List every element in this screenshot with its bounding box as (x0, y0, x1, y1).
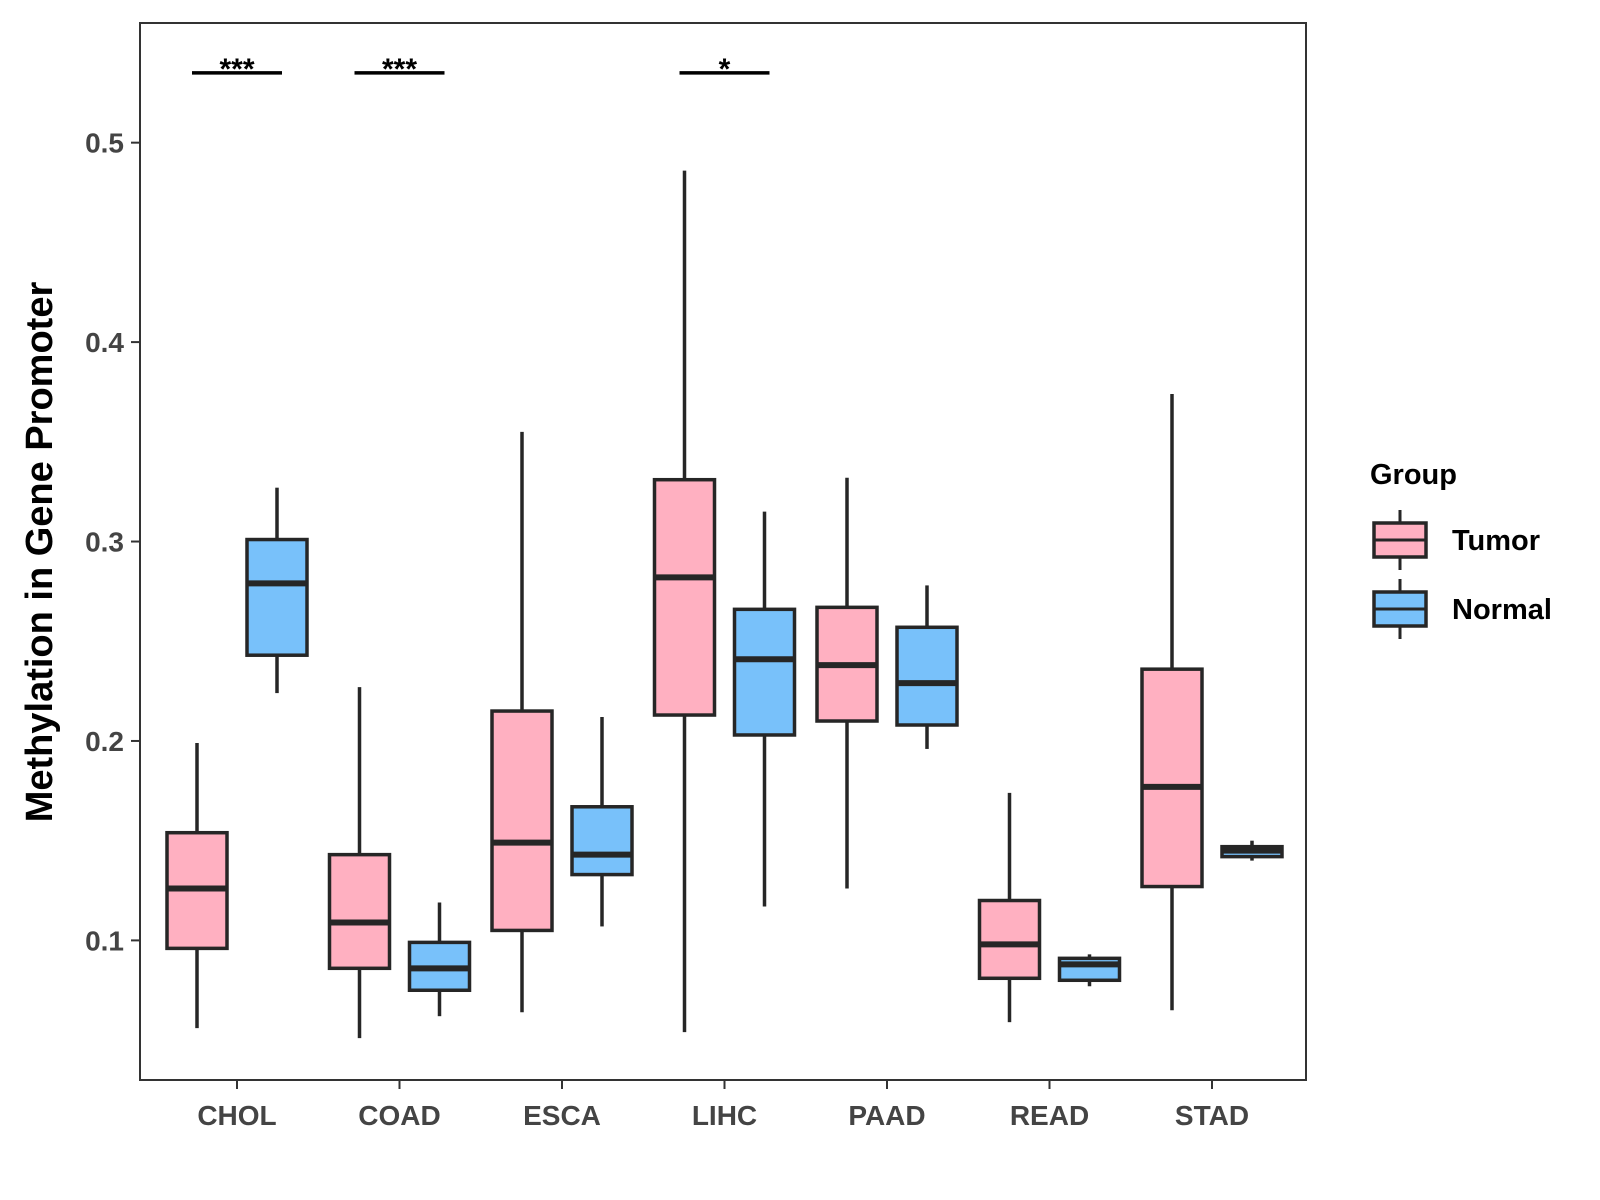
y-axis: 0.1 0.2 0.3 0.4 0.5 (85, 128, 140, 956)
box-tumor-paad (815, 477, 879, 889)
box-body (490, 709, 554, 933)
y-tick-label: 0.2 (85, 726, 124, 757)
x-tick-label: PAAD (848, 1100, 925, 1131)
legend-key-normal (1372, 579, 1428, 639)
box-normal-stad (1220, 840, 1284, 861)
legend-title: Group (1370, 459, 1457, 491)
box-tumor-esca (490, 431, 554, 1013)
x-tick-label: STAD (1175, 1100, 1249, 1131)
x-tick-label: READ (1010, 1100, 1089, 1131)
significance-label: * (719, 53, 731, 86)
box-body (732, 607, 797, 737)
y-tick-label: 0.5 (85, 128, 124, 159)
box-normal-coad (407, 902, 472, 1017)
legend-key-tumor (1372, 510, 1428, 570)
box-normal-esca (570, 717, 634, 927)
legend: Group Tumor Normal (1370, 459, 1552, 639)
box-normal-chol (245, 487, 309, 694)
significance-label: *** (219, 53, 254, 86)
box-marks (165, 170, 1284, 1039)
plot-panel (139, 22, 1307, 1081)
y-tick-label: 0.4 (85, 327, 124, 358)
box-body (570, 805, 634, 877)
box-normal-paad (895, 585, 959, 749)
box-body (977, 898, 1042, 981)
box-tumor-lihc (652, 170, 717, 1033)
x-tick-label: COAD (358, 1100, 440, 1131)
x-tick-label: ESCA (523, 1100, 601, 1131)
box-body (652, 477, 717, 717)
significance-annotations: *** *** * (192, 53, 770, 86)
box-tumor-coad (327, 687, 392, 1039)
box-body (1140, 667, 1204, 889)
x-tick-label: CHOL (197, 1100, 276, 1131)
legend-label-normal: Normal (1452, 594, 1552, 626)
x-axis: CHOL COAD ESCA LIHC PAAD READ STAD (197, 1080, 1249, 1131)
box-tumor-stad (1140, 393, 1204, 1011)
box-normal-read (1057, 954, 1122, 987)
box-tumor-read (977, 792, 1042, 1023)
x-tick-label: LIHC (692, 1100, 757, 1131)
y-tick-label: 0.3 (85, 527, 124, 558)
box-body (895, 625, 959, 727)
legend-label-tumor: Tumor (1452, 525, 1540, 557)
box-body (327, 852, 392, 971)
box-tumor-chol (165, 742, 229, 1029)
box-body (245, 537, 309, 657)
y-axis-title: Methylation in Gene Promoter (19, 282, 61, 823)
box-normal-lihc (732, 511, 797, 907)
y-tick-label: 0.1 (85, 925, 124, 956)
significance-label: *** (382, 53, 417, 86)
